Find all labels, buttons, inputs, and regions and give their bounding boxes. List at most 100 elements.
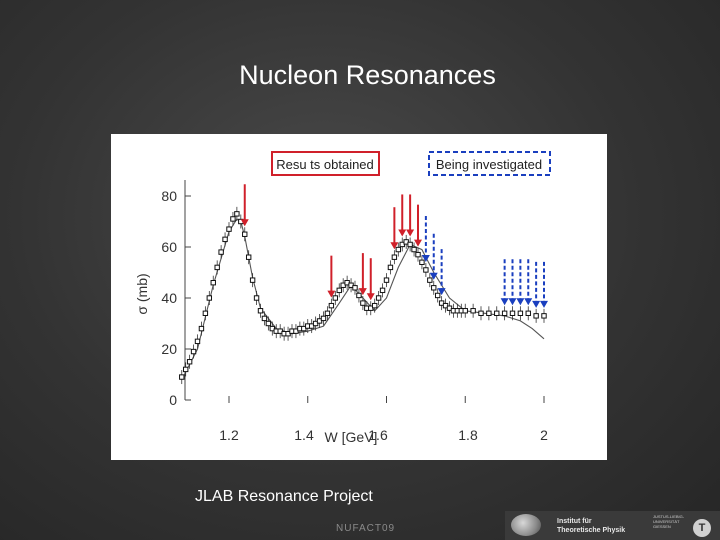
chart-caption: JLAB Resonance Project [195, 488, 373, 505]
legend-investigated-box [428, 151, 551, 176]
data-point [360, 300, 366, 306]
blue-arrow-head [540, 300, 548, 308]
red-arrow-head [398, 229, 407, 237]
y-tick-label: 80 [161, 188, 177, 204]
data-point [427, 277, 433, 283]
x-tick-label: 1.6 [368, 427, 388, 443]
data-point [371, 302, 378, 309]
data-point [230, 216, 236, 222]
data-point [194, 338, 201, 345]
data-point [182, 366, 189, 373]
data-point [541, 313, 547, 319]
data-point [245, 254, 252, 260]
data-point [202, 310, 209, 317]
data-point [387, 264, 394, 271]
data-point [434, 292, 441, 299]
data-point [352, 285, 358, 291]
tick-marks [185, 195, 545, 403]
data-point [419, 259, 425, 265]
blue-arrow-head [532, 300, 541, 308]
data-point [218, 249, 224, 255]
data-point [501, 310, 508, 317]
institute-logo-strip: Institut für Theoretische Physik JUSTUS-… [505, 511, 720, 540]
data-point [226, 226, 232, 232]
blue-arrow-head [516, 298, 525, 306]
data-point [198, 325, 205, 332]
legend-results: Resu ts obtained [271, 151, 380, 176]
blue-arrow-head [524, 298, 533, 306]
data-point [190, 348, 197, 355]
legend-results-box [271, 151, 380, 176]
institute-orb-logo [511, 514, 541, 536]
institute-line-2: Theoretische Physik [557, 527, 626, 534]
legend-results-label: Resu ts obtained [276, 157, 374, 172]
x-tick-label: 1.4 [294, 427, 314, 443]
data-point [214, 264, 220, 271]
data-point [249, 277, 256, 283]
data-point [533, 313, 539, 319]
data-point [431, 285, 437, 291]
data-point [517, 310, 524, 317]
data-point [222, 236, 228, 243]
data-point [242, 231, 248, 237]
data-point [328, 302, 335, 309]
data-point [494, 310, 500, 317]
data-point [470, 308, 476, 314]
resonance-arrows [240, 184, 548, 308]
data-point [206, 295, 213, 301]
data-point [356, 292, 362, 299]
footer-label: NUFACT09 [336, 523, 396, 534]
data-point [265, 320, 272, 327]
data-point [234, 211, 240, 217]
red-arrow-head [414, 239, 422, 247]
y-tick-label: 40 [161, 290, 177, 306]
x-tick-label: 1.2 [219, 427, 239, 443]
blue-arrow-head [500, 298, 509, 306]
data-point [186, 359, 193, 365]
data-points [179, 206, 547, 385]
blue-arrow-head [508, 298, 517, 306]
university-logo-text: JUSTUS-LIEBIG-UNIVERSITÄT GIESSEN [653, 514, 685, 529]
red-arrow-head [406, 229, 415, 237]
data-point [415, 251, 421, 258]
data-point [462, 308, 468, 314]
blue-arrow-head [437, 288, 446, 296]
red-arrow-head [390, 242, 399, 250]
blue-arrow-head [421, 254, 430, 262]
data-point [407, 241, 413, 248]
x-axis-title: W [GeV] [325, 429, 378, 445]
slide-title: Nucleon Resonances [239, 60, 496, 90]
legend-investigated: Being investigated [428, 151, 551, 176]
data-point [478, 310, 484, 317]
blue-arrow-head [429, 272, 438, 280]
data-point [320, 315, 327, 322]
data-point [486, 310, 492, 317]
data-point [395, 246, 402, 253]
y-tick-label: 0 [169, 392, 177, 408]
data-point [423, 267, 429, 273]
y-tick-label: 20 [161, 341, 177, 357]
institute-line-1: Institut für [557, 518, 592, 525]
data-point [391, 254, 398, 260]
university-badge: T [693, 519, 711, 537]
cross-section-chart: Resu ts obtained Being investigated 1.2 … [111, 134, 607, 460]
y-axis-title: σ (mb) [134, 273, 150, 314]
data-point [383, 277, 390, 283]
data-point [509, 310, 516, 317]
legend-investigated-label: Being investigated [436, 157, 542, 172]
data-point [525, 310, 531, 317]
data-point [179, 374, 185, 380]
x-tick-label: 2 [540, 427, 548, 443]
data-point [379, 287, 386, 294]
data-point [324, 310, 331, 317]
data-point [332, 295, 339, 301]
red-arrow-head [327, 290, 336, 298]
data-point [257, 308, 264, 314]
y-tick-label: 60 [161, 239, 177, 255]
red-arrow-head [240, 219, 249, 227]
chart-svg: Resu ts obtained Being investigated 1.2 … [134, 151, 551, 445]
institute-name: Institut für Theoretische Physik [557, 517, 642, 535]
data-point [261, 315, 268, 322]
red-arrow-head [366, 293, 375, 301]
data-point [336, 287, 342, 294]
